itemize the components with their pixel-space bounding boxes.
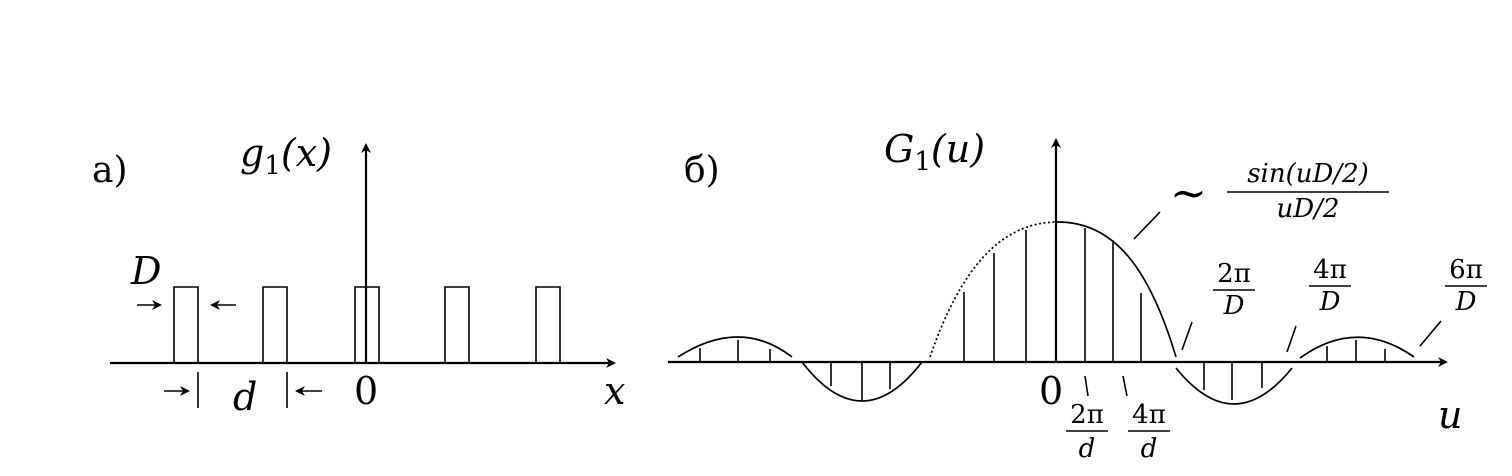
panel-a-func-arg: (x)	[281, 131, 332, 175]
panel-b: б) G1(u)	[668, 127, 1487, 464]
spacing-mark-denominator: d	[1141, 434, 1158, 464]
panel-a: а) g1(x) D d 0 x	[92, 131, 625, 419]
sinc-right-side-lobe	[1300, 337, 1414, 358]
zero-mark-denominator: D	[1455, 287, 1477, 317]
spacing-leader-2pi-d	[1085, 376, 1088, 396]
panel-a-func-sub: 1	[264, 151, 281, 181]
sinc-left-side-lobe	[678, 337, 792, 357]
spacing-mark-numerator: 2π	[1070, 400, 1104, 430]
panel-b-func-arg: (u)	[931, 127, 985, 171]
panel-b-origin-label: 0	[1039, 369, 1063, 413]
zero-mark-denominator: D	[1223, 291, 1245, 321]
panel-b-func-name: G	[884, 127, 914, 171]
zero-mark-numerator: 2π	[1217, 259, 1251, 289]
spacing-mark-numerator: 4π	[1132, 400, 1166, 430]
zero-mark-denominator: D	[1319, 287, 1341, 317]
envelope-leader-line	[1134, 212, 1160, 239]
spacing-leader-4pi-d	[1123, 376, 1127, 396]
panel-a-origin-label: 0	[354, 369, 378, 413]
pulse-rect	[445, 287, 469, 363]
sinc-right-negative-lobe	[1176, 368, 1292, 404]
sinc-main-lobe-right	[1058, 222, 1176, 357]
zero-leader-6pi-d	[1420, 321, 1441, 346]
panel-a-label: а)	[92, 150, 128, 191]
pulse-rect	[174, 287, 198, 363]
envelope-denominator: uD/2	[1277, 194, 1340, 224]
period-label-d: d	[233, 375, 257, 419]
panel-b-label: б)	[684, 150, 720, 191]
width-label-d-upper: D	[130, 249, 161, 293]
panel-a-axis-label-x: x	[604, 369, 625, 413]
panel-a-function-label: g1(x)	[240, 131, 332, 181]
panel-b-axis-label-u: u	[1438, 393, 1462, 437]
panel-a-func-name: g	[240, 131, 264, 175]
pulse-rect	[536, 287, 560, 363]
zero-leader-4pi-d	[1287, 326, 1296, 352]
envelope-tilde: ~	[1170, 168, 1207, 219]
spacing-mark-denominator: d	[1079, 434, 1096, 464]
panel-b-function-label: G1(u)	[884, 127, 985, 177]
zero-mark-numerator: 6π	[1449, 255, 1483, 285]
zero-mark-numerator: 4π	[1313, 255, 1347, 285]
pulse-rect	[263, 287, 287, 363]
envelope-numerator: sin(uD/2)	[1247, 159, 1369, 189]
zero-leader-2pi-d	[1182, 322, 1192, 350]
panel-b-func-sub: 1	[914, 147, 931, 177]
